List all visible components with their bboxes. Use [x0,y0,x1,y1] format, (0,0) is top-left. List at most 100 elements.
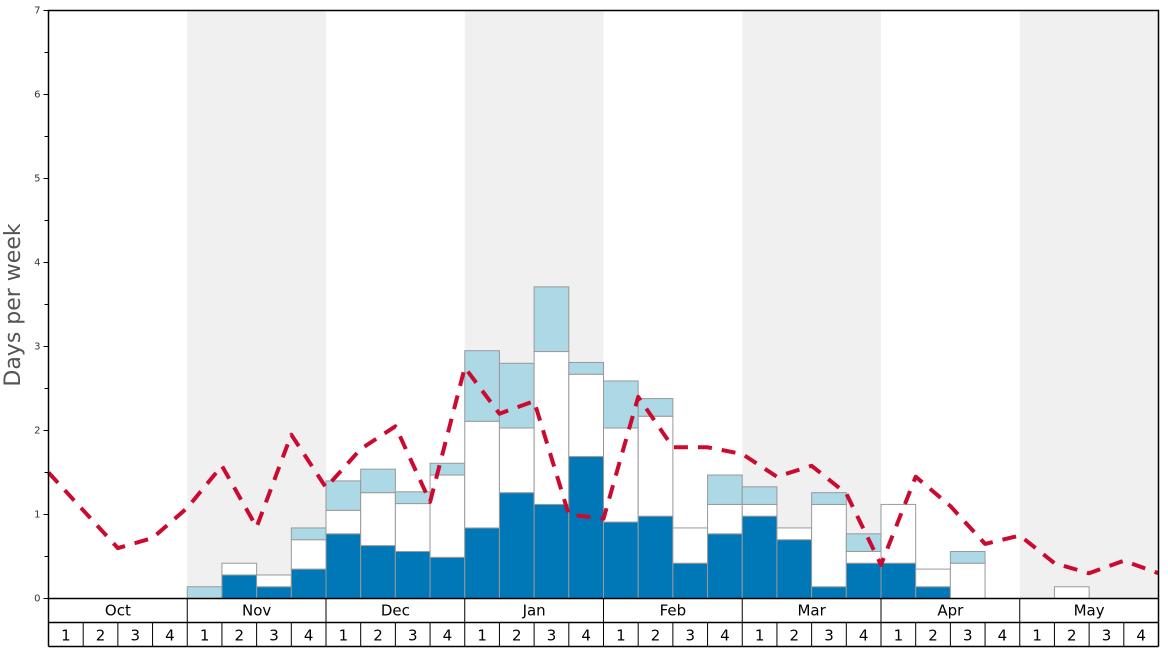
bar-segment [672,527,709,564]
bar-segment [498,362,535,429]
week-label: 4 [998,627,1008,645]
bar-segment [880,503,917,564]
week-label: 2 [373,627,383,645]
y-axis: 0 1 2 3 4 5 6 7 [34,6,49,605]
month-label: Jan [522,602,546,620]
bar-segment [637,398,674,417]
bar-segment [776,527,813,541]
month-label: Apr [937,602,964,620]
y-tick-label: 1 [34,510,40,521]
bar-segment [672,562,709,599]
bar-segment [949,562,986,599]
week-label: 2 [512,627,522,645]
bar-segment [221,574,258,599]
week-label: 2 [96,627,106,645]
week-label: 4 [859,627,869,645]
bar-series [186,286,1090,600]
bar-segment [741,486,778,505]
week-label: 2 [235,627,245,645]
y-axis-label: Days per week [1,223,26,386]
y-tick-label: 0 [34,594,40,605]
bar-segment [290,568,327,599]
bar-segment [325,480,362,511]
week-label: 1 [616,627,626,645]
bar-segment [1053,586,1090,599]
bar-segment [429,474,466,558]
bar-segment [949,550,986,564]
week-label: 1 [200,627,210,645]
bar-segment [776,539,813,600]
bar-segment [603,427,639,523]
y-tick-label: 5 [34,174,40,185]
bar-segment [360,468,396,494]
month-label: Mar [797,602,826,620]
month-shade [1019,10,1159,599]
week-label: 2 [790,627,800,645]
bar-segment [637,415,674,517]
bar-segment [603,521,639,599]
bar-segment [325,509,362,535]
bar-segment [429,462,466,476]
y-tick-label: 7 [34,6,40,17]
bar-segment [533,351,570,505]
week-label: 1 [894,627,904,645]
y-tick-label: 4 [34,258,40,269]
bar-segment [256,574,292,588]
week-label: 3 [963,627,973,645]
week-label: 4 [443,627,453,645]
bar-segment [845,533,882,552]
bar-segment [741,515,778,599]
week-label: 1 [477,627,487,645]
bar-segment [464,527,500,599]
bar-segment [811,503,847,588]
bar-segment [845,562,882,599]
y-tick-label: 6 [34,90,40,101]
month-label: Feb [660,602,687,620]
bar-segment [533,503,570,600]
bar-segment [394,503,431,552]
line-series [47,365,1160,576]
bar-segment [290,527,327,541]
month-label: Nov [242,602,271,620]
week-label: 4 [581,627,591,645]
bar-segment [464,420,500,529]
bar-segment [915,586,951,599]
bar-segment [498,492,535,599]
week-label: 2 [928,627,938,645]
bar-segment [741,503,778,517]
month-label: Oct [105,602,131,620]
bar-segment [811,492,847,505]
bar-segment [533,286,570,353]
bar-segment [915,568,951,588]
bar-segment [429,556,466,600]
x-axis: Oct Nov Dec Jan Feb Mar Apr May 1 2 3 4 1 2 3 4 1 2 3 4 1 2 3 4… [47,598,1160,648]
bar-segment [568,361,604,375]
week-label: 3 [1102,627,1112,645]
week-label: 1 [339,627,349,645]
week-label: 3 [130,627,140,645]
week-label: 3 [547,627,557,645]
week-label: 3 [824,627,834,645]
week-label: 4 [304,627,314,645]
bar-segment [290,539,327,570]
week-label: 3 [685,627,695,645]
bar-segment [360,545,396,600]
bar-segment [811,586,847,599]
bar-segment [186,586,223,599]
week-label: 1 [61,627,71,645]
y-tick-label: 2 [34,426,40,437]
bar-segment [360,492,396,547]
bar-segment [464,350,500,422]
month-label: May [1074,602,1105,620]
week-label: 2 [1067,627,1077,645]
bar-segment [394,491,431,505]
bar-segment [568,456,604,600]
month-label: Dec [381,602,410,620]
week-label: 3 [269,627,279,645]
line-path [47,365,1160,576]
week-label: 3 [408,627,418,645]
bar-segment [325,533,362,600]
bar-segment [707,474,743,505]
week-label: 2 [651,627,661,645]
